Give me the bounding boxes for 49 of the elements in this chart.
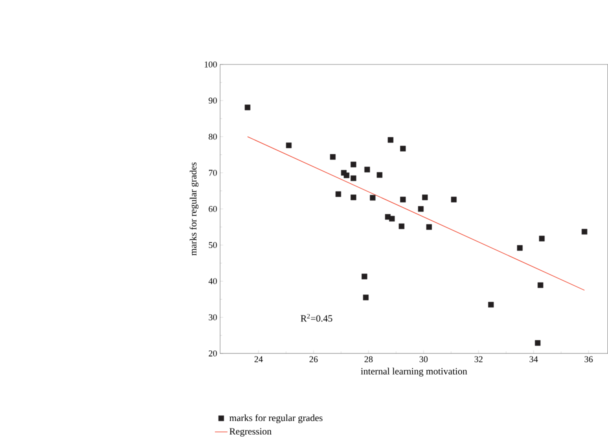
point [350,194,356,200]
point [398,224,404,230]
point [418,206,424,212]
y-tick-label: 40 [208,278,217,284]
point [582,229,588,235]
y-tick-label: 50 [208,242,217,248]
point [517,245,523,251]
point [400,146,406,152]
y-tick-label: 20 [208,350,217,357]
y-tick-label: 60 [208,206,217,212]
point [539,236,545,242]
point [488,302,494,308]
point [244,104,250,110]
x-tick-label: 28 [364,356,373,362]
point [350,162,356,168]
x-tick-label: 26 [310,356,318,362]
y-tick-label: 100 [204,62,217,68]
point [422,194,428,200]
point [350,176,356,182]
point [344,172,350,178]
point [388,137,394,143]
x-axis-title: internal learning motivation [360,368,468,377]
x-tick-label: 30 [420,356,428,362]
point [363,294,369,300]
legend-label: Regression [230,428,272,437]
point [534,340,541,346]
x-tick-label: 34 [530,356,538,362]
x-tick-label: 32 [474,356,482,362]
y-tick-label: 90 [208,98,217,104]
y-tick-label: 70 [208,170,217,176]
point [400,196,406,203]
x-tick-label: 36 [584,356,593,362]
annotation: R$^{2}$=0.45 [300,314,332,322]
x-tick-label: 24 [254,356,263,362]
y-axis-title: marks for regular grades [190,162,198,256]
point [362,274,368,280]
point [330,154,336,160]
point [370,195,376,201]
point [364,166,370,173]
point [426,224,432,230]
point [538,282,544,288]
point [451,196,457,203]
y-tick-label: 30 [208,314,217,320]
point [336,192,342,198]
point [389,216,395,222]
legend-label: marks for regular grades [229,414,322,424]
point [376,172,382,178]
y-tick-label: 80 [208,134,217,140]
point [286,142,292,148]
